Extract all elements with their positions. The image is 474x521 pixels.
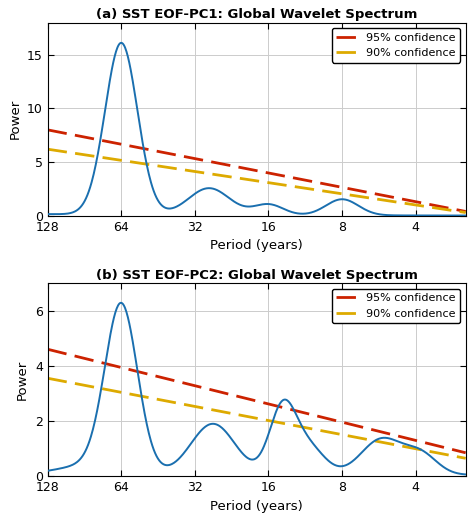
Legend: 95% confidence, 90% confidence: 95% confidence, 90% confidence [332, 289, 460, 323]
95% confidence [152, 148, 158, 154]
95% confidence [234, 164, 239, 170]
X-axis label: Period (years): Period (years) [210, 239, 303, 252]
Line: 90% confidence: 90% confidence [47, 149, 465, 213]
X-axis label: Period (years): Period (years) [210, 500, 303, 513]
95% confidence [152, 373, 158, 379]
90% confidence [360, 194, 365, 200]
90% confidence [119, 389, 125, 395]
95% confidence [324, 415, 329, 421]
90% confidence [291, 183, 297, 190]
95% confidence [324, 181, 329, 188]
95% confidence [360, 188, 365, 194]
95% confidence [463, 450, 468, 456]
Line: 90% confidence: 90% confidence [47, 378, 465, 458]
90% confidence [234, 412, 239, 418]
Legend: 95% confidence, 90% confidence: 95% confidence, 90% confidence [332, 28, 460, 63]
95% confidence [291, 175, 297, 181]
95% confidence [119, 141, 125, 147]
90% confidence [152, 163, 158, 169]
90% confidence [291, 423, 297, 429]
Title: (a) SST EOF-PC1: Global Wavelet Spectrum: (a) SST EOF-PC1: Global Wavelet Spectrum [96, 8, 417, 21]
90% confidence [463, 455, 468, 462]
95% confidence [234, 393, 239, 399]
90% confidence [360, 436, 365, 442]
Y-axis label: Power: Power [16, 359, 29, 400]
90% confidence [324, 429, 329, 435]
90% confidence [463, 209, 468, 216]
95% confidence [45, 127, 50, 133]
Line: 95% confidence: 95% confidence [47, 349, 465, 453]
95% confidence [45, 346, 50, 352]
95% confidence [463, 208, 468, 215]
Line: 95% confidence: 95% confidence [47, 130, 465, 212]
Title: (b) SST EOF-PC2: Global Wavelet Spectrum: (b) SST EOF-PC2: Global Wavelet Spectrum [96, 269, 418, 282]
95% confidence [119, 365, 125, 371]
Y-axis label: Power: Power [9, 99, 21, 139]
90% confidence [45, 375, 50, 381]
90% confidence [324, 189, 329, 195]
90% confidence [119, 157, 125, 164]
90% confidence [45, 146, 50, 152]
95% confidence [291, 407, 297, 413]
95% confidence [360, 424, 365, 430]
90% confidence [234, 175, 239, 181]
90% confidence [152, 396, 158, 402]
